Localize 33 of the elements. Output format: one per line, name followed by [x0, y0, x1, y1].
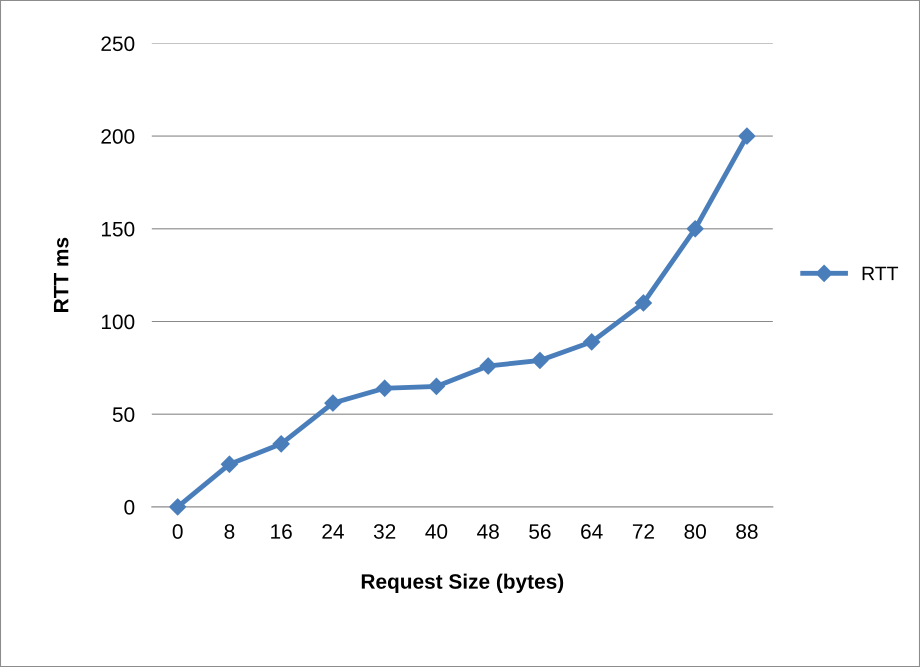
y-tick-label: 150 [102, 222, 134, 237]
y-tick-label: 100 [102, 314, 134, 330]
x-tick-label: 80 [684, 524, 706, 539]
point [169, 498, 186, 516]
point [531, 352, 548, 369]
point [324, 394, 342, 412]
x-tick-label: 48 [477, 524, 499, 539]
y-axis-title: RTT ms [54, 238, 68, 312]
point [583, 333, 600, 350]
x-axis-title: Request Size (bytes) [362, 574, 564, 593]
point [634, 294, 652, 312]
x-tick-label: 56 [529, 524, 551, 539]
point [480, 357, 497, 375]
x-tick-label: 0 [172, 524, 183, 539]
y-tick-label: 50 [112, 407, 134, 422]
x-tick-label: 32 [374, 524, 396, 539]
x-tick-label: 24 [322, 524, 344, 539]
y-tick-label: 200 [101, 129, 134, 144]
x-tick-label: 16 [271, 524, 292, 539]
point [738, 128, 756, 145]
point [428, 378, 445, 395]
point [376, 380, 394, 397]
x-tick-label: 72 [632, 524, 654, 539]
legend-label: RTT [862, 266, 898, 280]
point [272, 435, 290, 452]
point [220, 456, 238, 473]
y-tick-label: 250 [101, 36, 134, 52]
x-tick-label: 40 [425, 524, 448, 539]
point [686, 220, 704, 238]
x-tick-label: 88 [736, 524, 758, 539]
x-tick-label: 8 [224, 524, 234, 539]
y-tick-label: 0 [124, 500, 134, 515]
x-tick-label: 64 [581, 524, 603, 539]
